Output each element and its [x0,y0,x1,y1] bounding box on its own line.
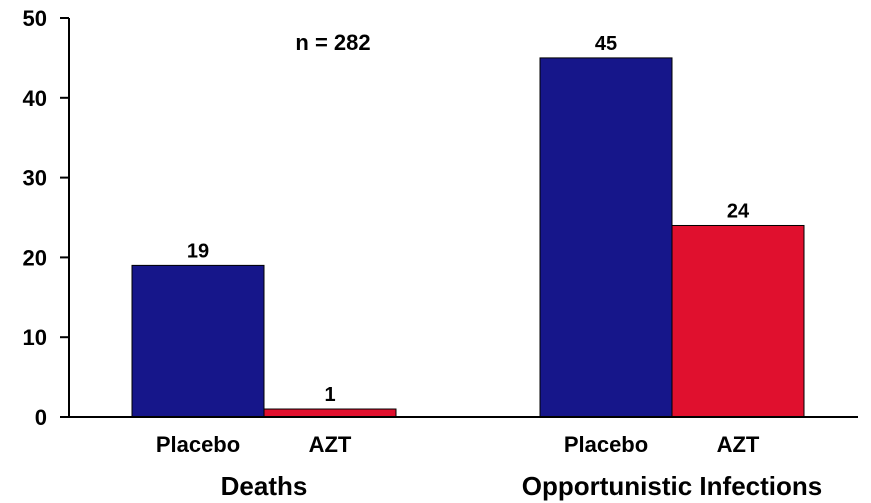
bar [263,408,397,418]
bar [671,224,805,418]
y-tick-label: 50 [23,6,47,31]
group-label: Opportunistic Infections [522,471,822,501]
data-label: 45 [595,33,617,55]
y-tick-label: 0 [35,405,47,430]
y-tick-label: 40 [23,86,47,111]
y-tick-label: 30 [23,166,47,191]
data-label: 24 [727,200,750,222]
category-label: Placebo [564,432,648,457]
category-label: AZT [717,432,760,457]
data-label: 1 [324,384,335,406]
category-label: Placebo [156,432,240,457]
bar [539,57,673,418]
bars: 19Placebo1AZTDeaths45Placebo24AZTOpportu… [69,33,858,501]
y-tick-label: 10 [23,325,47,350]
y-tick-label: 20 [23,245,47,270]
category-label: AZT [309,432,352,457]
y-axis: 0 10 20 30 40 50 [23,6,70,430]
group-label: Deaths [221,471,308,501]
data-label: 19 [187,240,209,262]
bar [131,264,265,418]
sample-size-annotation: n = 282 [295,30,370,55]
